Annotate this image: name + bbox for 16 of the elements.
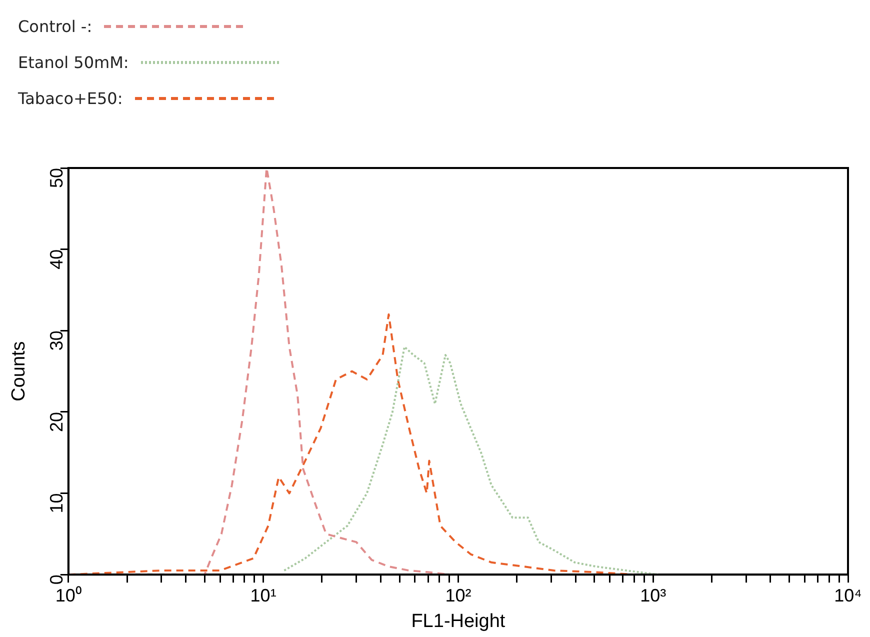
- y-tick-label: 50: [46, 168, 66, 188]
- x-tick-label: 10³: [640, 585, 666, 606]
- x-tick-label: 10¹: [250, 585, 276, 606]
- y-tick-label: 30: [46, 330, 66, 351]
- x-tick-label: 10⁴: [834, 585, 862, 606]
- y-tick-label: 0: [46, 574, 66, 585]
- x-axis-title: FL1-Height: [411, 610, 506, 632]
- legend-label: Control -:: [18, 16, 92, 36]
- y-tick-label: 10: [46, 493, 66, 514]
- y-tick-label: 20: [46, 412, 66, 432]
- x-tick-label: 10²: [445, 585, 472, 606]
- y-axis-title: Counts: [8, 341, 30, 402]
- legend-label: Etanol 50mM:: [18, 52, 129, 72]
- y-tick-label: 40: [46, 249, 66, 270]
- legend-label: Tabaco+E50:: [18, 88, 123, 108]
- x-tick-label: 10⁰: [55, 585, 82, 606]
